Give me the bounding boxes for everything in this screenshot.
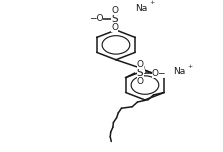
Text: Na: Na — [136, 4, 148, 13]
Text: Na: Na — [173, 67, 185, 76]
Text: −O: −O — [89, 14, 103, 23]
Text: O: O — [138, 64, 145, 73]
Text: +: + — [149, 0, 155, 5]
Text: S: S — [112, 14, 118, 24]
Text: +: + — [187, 64, 192, 69]
Text: O: O — [137, 60, 144, 69]
Text: O−: O− — [152, 69, 166, 78]
Text: O: O — [111, 22, 118, 32]
Text: S: S — [137, 68, 143, 78]
Text: O: O — [137, 77, 144, 86]
Text: O: O — [111, 6, 118, 15]
